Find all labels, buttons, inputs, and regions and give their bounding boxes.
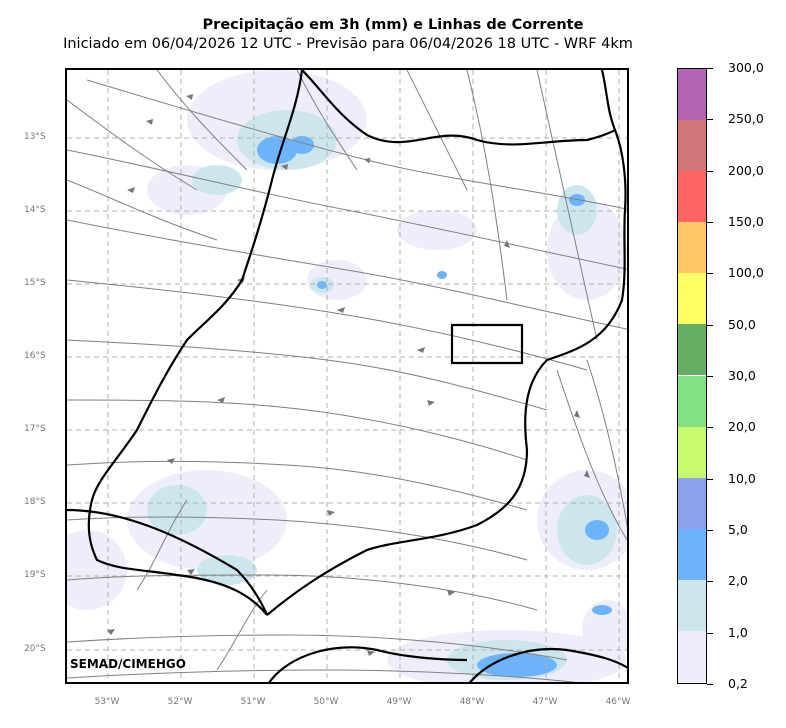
colorbar-segment <box>678 426 706 478</box>
colorbar-tick <box>707 684 713 685</box>
colorbar-label: 2,0 <box>728 573 748 588</box>
colorbar-label: 300,0 <box>728 60 764 75</box>
credit-label: SEMAD/CIMEHGO <box>70 657 186 671</box>
colorbar-tick <box>707 273 713 274</box>
map-canvas <box>67 70 627 682</box>
colorbar-label: 200,0 <box>728 163 764 178</box>
state-boundaries <box>67 70 627 682</box>
colorbar-segment <box>678 375 706 427</box>
colorbar-tick <box>707 119 713 120</box>
lon-label: 46°W <box>605 697 631 707</box>
colorbar-segment <box>678 324 706 376</box>
colorbar-segment <box>678 273 706 325</box>
precipitation-field <box>67 70 627 682</box>
colorbar-segment <box>678 477 706 529</box>
lat-label: 20°S <box>24 644 46 654</box>
lat-label: 14°S <box>24 205 46 215</box>
lon-label: 49°W <box>386 697 412 707</box>
colorbar-tick <box>707 171 713 172</box>
colorbar-label: 1,0 <box>728 625 748 640</box>
colorbar-label: 100,0 <box>728 265 764 280</box>
colorbar-label: 10,0 <box>728 471 756 486</box>
colorbar-tick <box>707 222 713 223</box>
lat-label: 15°S <box>24 278 46 288</box>
colorbar-tick <box>707 427 713 428</box>
lon-label: 48°W <box>459 697 485 707</box>
colorbar-tick <box>707 530 713 531</box>
colorbar <box>677 68 707 684</box>
colorbar-segment <box>678 69 706 121</box>
colorbar-tick <box>707 633 713 634</box>
colorbar-label: 0,2 <box>728 676 748 691</box>
colorbar-tick <box>707 479 713 480</box>
lon-label: 53°W <box>94 697 120 707</box>
lon-label: 50°W <box>313 697 339 707</box>
colorbar-segment <box>678 222 706 274</box>
chart-subtitle: Iniciado em 06/04/2026 12 UTC - Previsão… <box>63 36 633 52</box>
lon-label: 51°W <box>240 697 266 707</box>
lat-label: 16°S <box>24 351 46 361</box>
lon-label: 47°W <box>532 697 558 707</box>
lat-label: 18°S <box>24 497 46 507</box>
colorbar-segment <box>678 579 706 631</box>
colorbar-segment <box>678 120 706 172</box>
chart-title: Precipitação em 3h (mm) e Linhas de Corr… <box>202 17 584 33</box>
colorbar-label: 150,0 <box>728 214 764 229</box>
colorbar-label: 50,0 <box>728 317 756 332</box>
colorbar-segment <box>678 528 706 580</box>
colorbar-label: 30,0 <box>728 368 756 383</box>
lat-label: 13°S <box>24 132 46 142</box>
lat-label: 19°S <box>24 570 46 580</box>
lon-label: 52°W <box>167 697 193 707</box>
map-gridlines <box>67 70 627 682</box>
colorbar-segment <box>678 171 706 223</box>
map-panel <box>65 68 629 684</box>
lat-label: 17°S <box>24 424 46 434</box>
colorbar-tick <box>707 325 713 326</box>
colorbar-tick <box>707 581 713 582</box>
colorbar-label: 250,0 <box>728 111 764 126</box>
colorbar-segment <box>678 630 706 682</box>
colorbar-label: 20,0 <box>728 419 756 434</box>
colorbar-tick <box>707 68 713 69</box>
streamlines <box>67 70 627 682</box>
colorbar-tick <box>707 376 713 377</box>
colorbar-label: 5,0 <box>728 522 748 537</box>
